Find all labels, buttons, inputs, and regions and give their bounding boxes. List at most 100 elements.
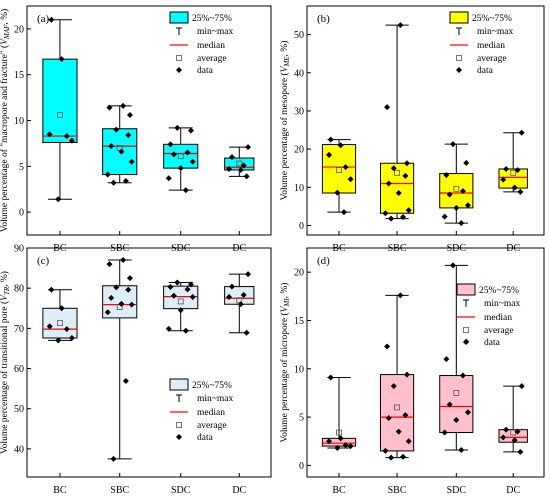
data-point <box>48 286 55 293</box>
x-tick-label: BC <box>332 485 346 496</box>
box-DC <box>224 144 255 180</box>
data-point <box>464 202 471 209</box>
box-BC <box>42 16 78 203</box>
data-point <box>446 401 453 408</box>
data-point <box>120 102 127 109</box>
legend-box-label: 25%~75% <box>472 14 512 24</box>
legend-data-marker <box>176 434 182 440</box>
data-point <box>228 154 235 161</box>
box-SBC <box>102 102 138 186</box>
mean-marker <box>177 153 184 160</box>
legend: 25%~75% min~max median average data <box>169 11 234 76</box>
data-point <box>514 428 521 435</box>
data-point <box>187 281 194 288</box>
box-SDC <box>439 141 474 227</box>
data-point <box>226 166 233 173</box>
legend-box-swatch <box>169 11 189 24</box>
legend-range-label: min~max <box>197 394 234 404</box>
y-axis-label: Volume percentage of transitional pore (… <box>0 271 11 454</box>
data-point <box>167 283 174 290</box>
data-point <box>125 132 132 139</box>
data-point <box>334 189 341 196</box>
data-point <box>449 262 456 269</box>
iqr-box <box>321 144 357 194</box>
data-point <box>402 172 409 179</box>
data-point <box>174 124 181 131</box>
legend-box-swatch <box>456 283 476 296</box>
data-point <box>517 448 524 455</box>
data-point <box>458 220 465 227</box>
data-point <box>68 334 75 341</box>
legend-range-label: min~max <box>197 27 234 37</box>
legend-range-label: min~max <box>477 27 514 37</box>
mean-marker <box>336 429 342 436</box>
data-point <box>400 453 407 460</box>
data-point <box>55 196 62 203</box>
data-point <box>228 283 235 290</box>
data-point <box>46 323 53 330</box>
y-tick-label: 40 <box>294 68 304 79</box>
mean-marker <box>57 112 63 118</box>
y-tick-label: 5 <box>19 162 24 173</box>
data-point <box>243 329 250 336</box>
data-point <box>382 210 389 217</box>
data-point <box>453 416 460 423</box>
data-point <box>441 213 448 220</box>
x-tick-label: DC <box>232 485 246 496</box>
data-point <box>182 327 189 334</box>
legend-box-label: 25%~75% <box>479 286 519 296</box>
y-axis-label: Volume percentage of "macropore and frac… <box>0 9 11 233</box>
data-point <box>165 175 172 182</box>
y-axis-label: Volume percentage of micropore (VMI, %) <box>279 283 291 443</box>
box-SBC <box>379 292 415 461</box>
data-point <box>463 159 470 166</box>
data-point <box>517 188 524 195</box>
legend-average-label: average <box>197 421 227 431</box>
data-point <box>48 16 55 23</box>
data-point <box>46 131 53 138</box>
data-point <box>122 377 129 384</box>
data-point <box>518 129 525 136</box>
legend-data-label: data <box>197 66 214 76</box>
box-SDC <box>163 279 199 334</box>
data-point <box>449 141 456 148</box>
y-tick-label: 15 <box>14 70 24 81</box>
data-point <box>327 374 334 381</box>
data-point <box>405 207 412 214</box>
data-point <box>118 148 125 155</box>
data-point <box>518 383 525 390</box>
box-SBC <box>379 22 415 222</box>
x-tick-label: BC <box>53 485 67 496</box>
legend-mean-marker <box>456 55 462 61</box>
legend-mean-marker <box>463 327 469 333</box>
data-point <box>340 209 347 216</box>
data-point <box>237 166 244 173</box>
data-point <box>503 165 510 172</box>
data-point <box>118 300 125 307</box>
data-point <box>390 165 397 172</box>
iqr-box <box>42 307 78 339</box>
legend: 25%~75% min~max median average data <box>169 378 234 443</box>
box-SBC <box>102 257 138 462</box>
data-point <box>104 309 111 316</box>
data-point <box>170 292 177 299</box>
y-tick-label: 10 <box>14 116 24 127</box>
data-point <box>388 215 395 222</box>
data-point <box>245 144 252 151</box>
box-DC <box>498 129 528 195</box>
data-point <box>395 190 402 197</box>
data-point <box>443 356 450 363</box>
data-point <box>402 412 409 419</box>
data-point <box>243 173 250 180</box>
y-tick-label: 20 <box>294 145 304 156</box>
panel-label: (a) <box>37 13 50 25</box>
y-tick-label: 50 <box>294 30 304 41</box>
plot-frame <box>306 247 545 478</box>
data-point <box>110 179 117 186</box>
legend: 25%~75% min~max median average data <box>456 283 521 348</box>
y-tick-label: 0 <box>19 208 24 219</box>
data-point <box>106 261 113 268</box>
